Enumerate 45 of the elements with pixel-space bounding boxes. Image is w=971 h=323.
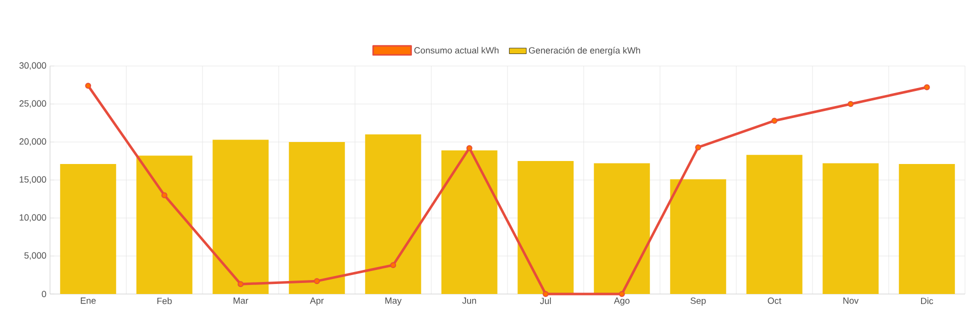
point: [771, 118, 778, 124]
bar: [60, 164, 116, 294]
legend-label: Consumo actual kWh: [414, 46, 498, 54]
bar: [594, 163, 650, 294]
bar: [670, 179, 726, 294]
bar: [822, 163, 879, 294]
point: [695, 144, 702, 150]
x-tick-label: Sep: [690, 298, 706, 306]
point: [848, 101, 854, 107]
bar: [212, 140, 269, 294]
y-tick-label: 0: [42, 290, 46, 298]
bar: [518, 161, 574, 294]
bar: [288, 142, 345, 294]
bar: [441, 150, 498, 294]
x-tick-label: Dic: [921, 298, 934, 304]
y-tick-label: 30,000: [19, 62, 46, 70]
x-tick-label: May: [385, 298, 402, 306]
point: [466, 145, 472, 152]
x-tick-label: Nov: [843, 298, 859, 304]
legend-label: Generación de energía kWh: [528, 46, 640, 56]
point: [924, 84, 930, 90]
y-tick-label: 20,000: [20, 138, 46, 146]
bar: [365, 134, 422, 294]
x-tick-label: Apr: [310, 298, 324, 306]
point: [238, 281, 244, 288]
point: [542, 291, 549, 297]
x-tick-label: Jun: [462, 298, 476, 304]
x-tick-label: Feb: [157, 298, 172, 304]
point: [161, 192, 168, 198]
y-tick-label: 15,000: [20, 176, 46, 184]
point: [390, 262, 396, 268]
x-tick-label: Jul: [540, 298, 551, 304]
point: [314, 278, 320, 284]
point: [85, 82, 92, 89]
bar: [136, 156, 192, 294]
y-tick-label: 5,000: [24, 252, 46, 260]
x-tick-label: Ene: [80, 298, 96, 304]
bar: [746, 154, 802, 294]
x-tick-label: Oct: [768, 298, 782, 304]
x-tick-label: Ago: [614, 298, 630, 306]
point: [618, 291, 625, 297]
y-tick-label: 10,000: [20, 214, 46, 222]
y-tick-label: 25,000: [20, 100, 46, 108]
bar: [898, 164, 955, 294]
x-tick-label: Mar: [234, 298, 248, 304]
